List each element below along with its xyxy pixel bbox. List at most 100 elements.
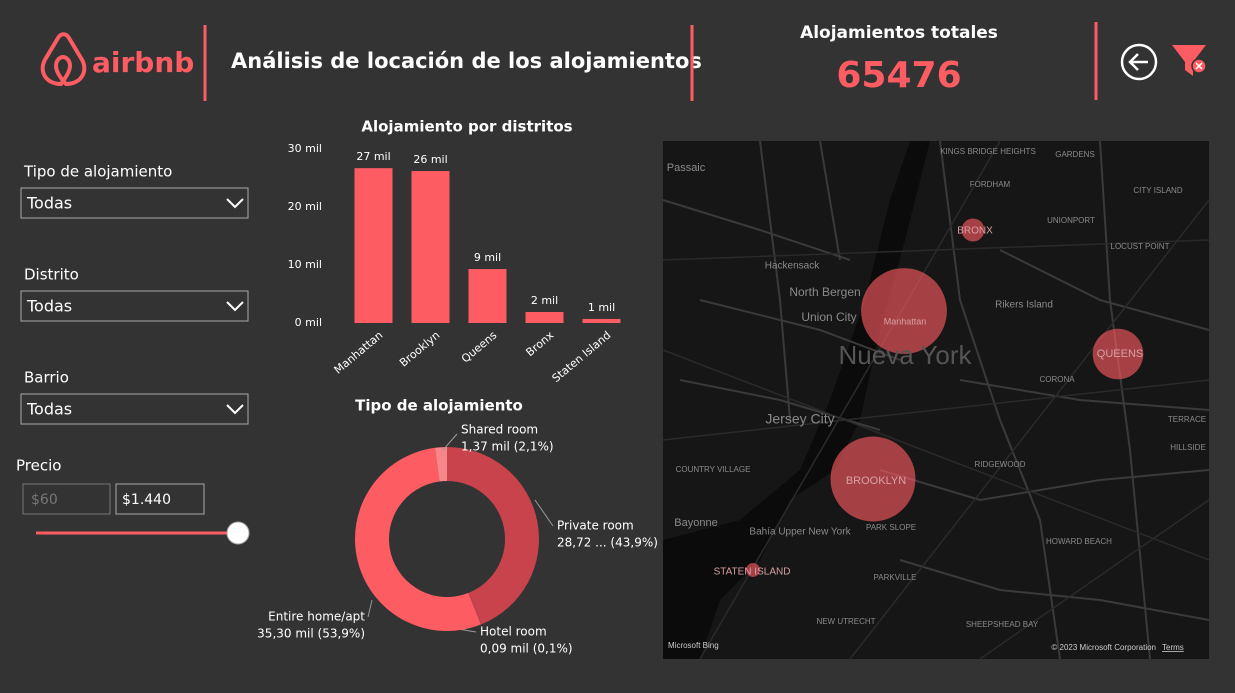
- map-label: STATEN ISLAND: [714, 567, 791, 578]
- data-label: 9 mil: [474, 251, 501, 264]
- donut-slice[interactable]: [468, 592, 482, 625]
- dropdown-value[interactable]: Todas: [26, 194, 72, 213]
- map-label: HILLSIDE: [1170, 443, 1206, 452]
- price-max[interactable]: $1.440: [122, 492, 171, 508]
- dropdown-arrow[interactable]: [226, 404, 244, 415]
- map-copyright: © 2023 Microsoft Corporation: [1051, 643, 1156, 652]
- map-credit: Microsoft Bing: [668, 641, 719, 650]
- map-label: PARKVILLE: [874, 573, 917, 582]
- y-tick-label: 10 mil: [288, 258, 322, 271]
- dropdown-box[interactable]: [20, 290, 249, 322]
- data-label: 2 mil: [531, 294, 558, 307]
- y-tick-label: 20 mil: [288, 200, 322, 213]
- bar[interactable]: [468, 269, 507, 323]
- dropdown-value[interactable]: Todas: [26, 400, 72, 419]
- filter-label: Distrito: [24, 266, 79, 284]
- map-label: COUNTRY VILLAGE: [676, 465, 751, 474]
- filter-label: Barrio: [24, 369, 69, 387]
- map-label: GARDENS: [1055, 150, 1095, 159]
- slice-name: Private room: [557, 519, 634, 533]
- map-label: LOCUST POINT: [1111, 242, 1170, 251]
- map-label: BRONX: [957, 226, 993, 237]
- slice-label: 28,72 ... (43,9%): [557, 536, 658, 550]
- kpi-value: 65476: [836, 55, 961, 96]
- map-label: Manhattan: [884, 316, 927, 326]
- map-label: Jersey City: [765, 411, 834, 427]
- map-bubble[interactable]: [1092, 328, 1144, 380]
- dropdown-arrow[interactable]: [226, 301, 244, 312]
- map[interactable]: [662, 140, 1210, 660]
- price-max-box[interactable]: [115, 483, 205, 515]
- slice-label: 0,09 mil (0,1%): [480, 642, 573, 656]
- filter-label: Tipo de alojamiento: [23, 163, 172, 181]
- price-slider-handle[interactable]: [226, 521, 250, 545]
- dropdown[interactable]: Todas: [20, 290, 249, 322]
- donut-slice[interactable]: [434, 447, 447, 482]
- dropdown-box[interactable]: [20, 393, 249, 425]
- bar[interactable]: [525, 311, 564, 323]
- donut-slice[interactable]: [447, 447, 540, 625]
- data-label: 27 mil: [356, 150, 390, 163]
- leader-line: [442, 433, 458, 451]
- back-button[interactable]: [1120, 43, 1158, 81]
- clear-filter-button[interactable]: [1172, 45, 1207, 76]
- dropdown-box[interactable]: [20, 187, 249, 219]
- map-bubble[interactable]: [861, 268, 947, 354]
- map-label: Bayonne: [674, 517, 717, 529]
- data-label: 26 mil: [413, 153, 447, 166]
- bar[interactable]: [582, 318, 621, 323]
- dropdown[interactable]: Todas: [20, 187, 249, 219]
- leader-line: [534, 499, 554, 527]
- kpi-label: Alojamientos totales: [800, 23, 998, 43]
- price-min[interactable]: $60: [31, 492, 58, 508]
- map-label: Passaic: [667, 162, 706, 174]
- bar[interactable]: [411, 171, 450, 323]
- map-bubble[interactable]: [961, 218, 985, 242]
- map-label: QUEENS: [1097, 348, 1143, 360]
- map-label: FORDHAM: [970, 180, 1011, 189]
- leader-line: [367, 599, 373, 618]
- map-label: Bahía Upper New York: [749, 527, 851, 538]
- map-label: HOWARD BEACH: [1046, 537, 1112, 546]
- map-label: CITY ISLAND: [1133, 186, 1182, 195]
- logo-text: airbnb: [92, 46, 194, 79]
- chart-title: Tipo de alojamiento: [355, 397, 523, 415]
- slice-label: 35,30 mil (53,9%): [257, 627, 365, 641]
- dropdown-value[interactable]: Todas: [26, 297, 72, 316]
- map-label: NEW UTRECHT: [816, 617, 875, 626]
- map-label: UNIONPORT: [1047, 216, 1095, 225]
- dropdown-arrow[interactable]: [226, 198, 244, 209]
- map-label: CORONA: [1039, 375, 1075, 384]
- map-label: BROOKLYN: [846, 475, 906, 487]
- map-bubble[interactable]: [830, 436, 916, 522]
- price-min-box[interactable]: [22, 483, 111, 515]
- slice-label: 1,37 mil (2,1%): [461, 440, 554, 454]
- map-label: PARK SLOPE: [866, 523, 916, 532]
- map-label: Union City: [801, 310, 856, 324]
- y-tick-label: 0 mil: [295, 316, 322, 329]
- map-terms[interactable]: Terms: [1162, 643, 1184, 652]
- map-label: KINGS BRIDGE HEIGHTS: [940, 147, 1036, 156]
- data-label: 1 mil: [588, 301, 615, 314]
- bar[interactable]: [354, 168, 393, 323]
- map-label: RIDGEWOOD: [974, 460, 1025, 469]
- price-label: Precio: [16, 457, 61, 475]
- donut-slice[interactable]: [354, 447, 481, 632]
- slice-name: Entire home/apt: [268, 610, 365, 624]
- map-label: Nueva York: [839, 340, 973, 370]
- chart-title: Alojamiento por distritos: [361, 118, 572, 136]
- map-label: SHEEPSHEAD BAY: [966, 620, 1039, 629]
- dropdown[interactable]: Todas: [20, 393, 249, 425]
- slice-name: Shared room: [461, 423, 538, 437]
- slice-name: Hotel room: [480, 625, 547, 639]
- logo-icon: [40, 32, 87, 87]
- map-label: TERRACE: [1168, 415, 1206, 424]
- map-bubble[interactable]: [746, 563, 760, 577]
- page-title: Análisis de locación de los alojamientos: [231, 49, 702, 73]
- map-label: Rikers Island: [995, 300, 1053, 311]
- map-label: North Bergen: [789, 285, 860, 299]
- map-label: Hackensack: [765, 261, 820, 272]
- y-tick-label: 30 mil: [288, 142, 322, 155]
